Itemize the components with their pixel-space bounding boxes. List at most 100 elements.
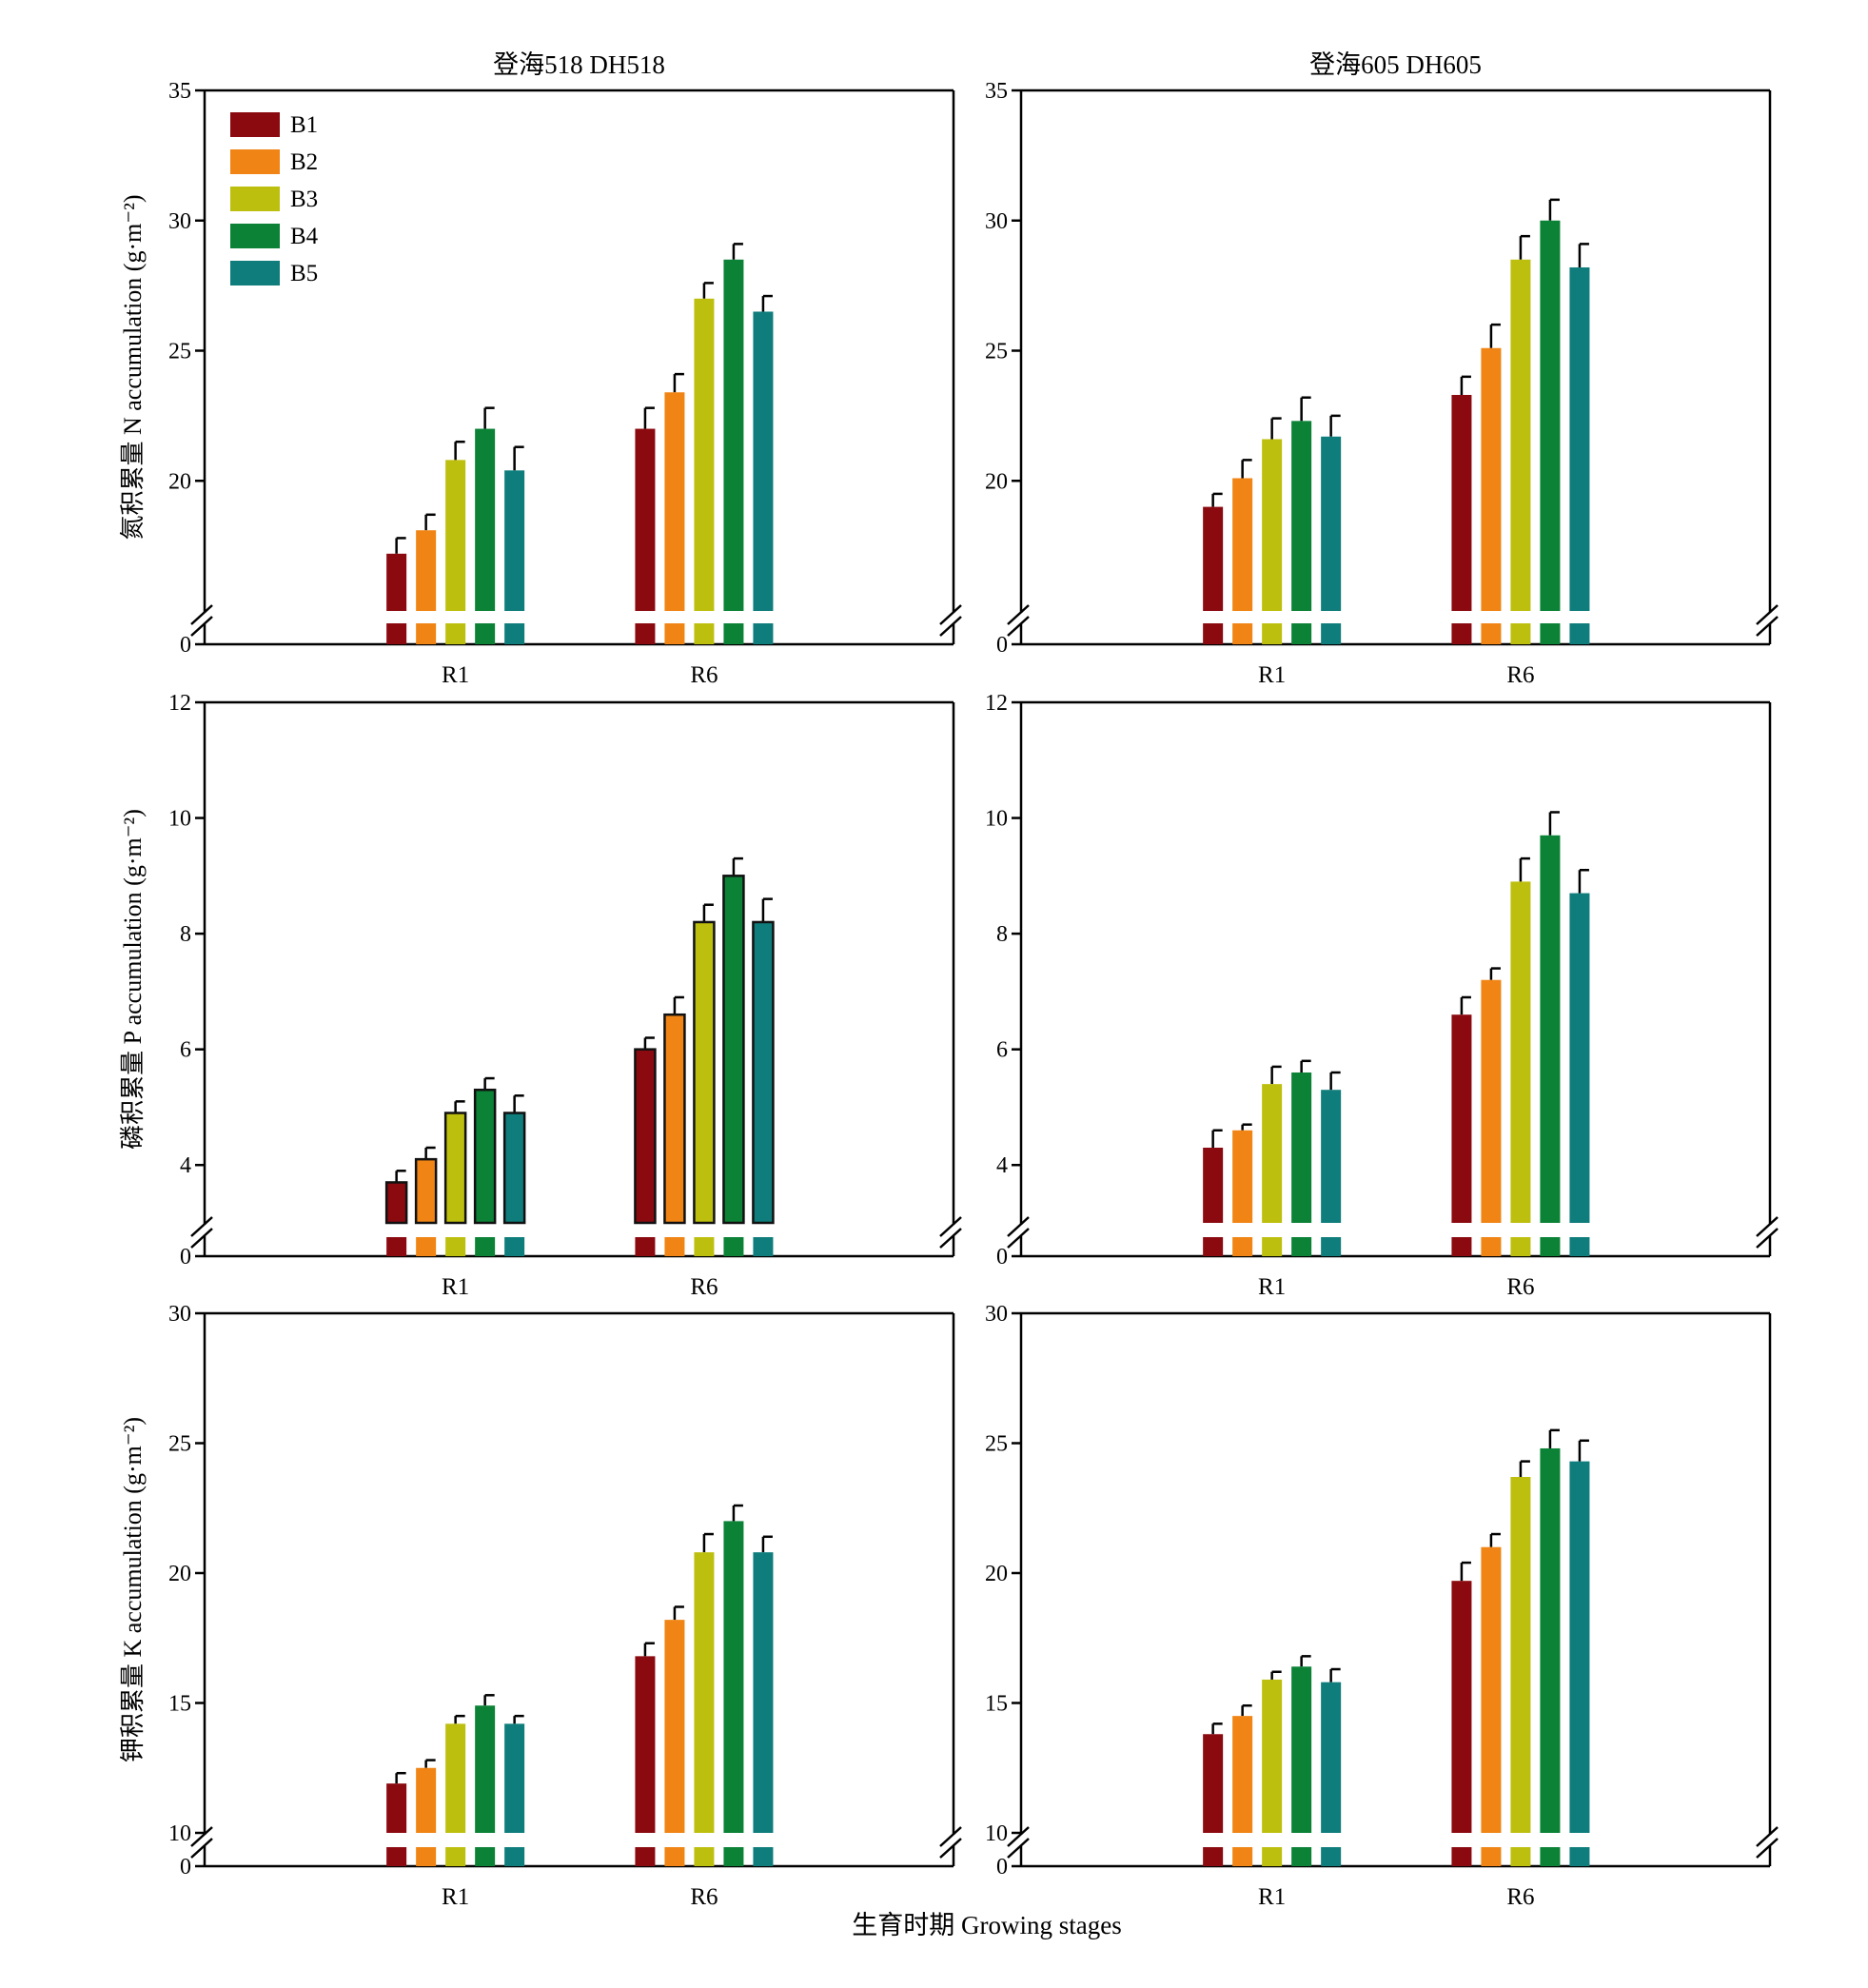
bar-b4-r1: [475, 1705, 496, 1833]
axis-break-mark-left-upper: [1007, 1216, 1030, 1237]
bar-stub-b1-r6: [1451, 623, 1472, 644]
bar-stub-b5-r1: [1321, 1237, 1342, 1256]
bar-stub-b5-r6: [1569, 623, 1590, 644]
axis-break-mark-left-lower: [1007, 1228, 1030, 1249]
bar-b1-r1: [386, 553, 407, 611]
bar-b5-r1: [1321, 1682, 1342, 1833]
bar-b5-r1: [504, 1723, 525, 1833]
bar-b4-r1: [1291, 421, 1312, 611]
chart-panel-5: 0 10 15 20 25 30 R1 R6 钾积累量 K accumulation (g·m⁻…: [119, 1302, 962, 1910]
bar-b1-r1: [1203, 1147, 1224, 1223]
bar-b3-r6: [694, 298, 715, 611]
legend-label-b2: B2: [290, 149, 318, 175]
chart-panel-1: 0 20 25 30 35 R1 R6 登海518 DH518 氮积累量 N accumulat…: [119, 50, 962, 688]
y-tick-label: 10: [168, 807, 191, 832]
bar-stub-b3-r6: [694, 623, 715, 644]
axis-break-mark-left-upper: [1007, 1826, 1030, 1847]
bar-stub-b5-r6: [1569, 1847, 1590, 1866]
panel-title: 登海518 DH518: [493, 50, 665, 79]
bar-stub-b4-r6: [1540, 1237, 1561, 1256]
bar-b4-r1: [1291, 1666, 1312, 1833]
y-tick-label: 0: [180, 633, 191, 658]
bar-b5-r6: [753, 311, 774, 611]
bar-b4-r6: [1540, 1447, 1561, 1833]
bar-b5-r6: [753, 1552, 774, 1833]
bar-stub-b5-r6: [753, 623, 774, 644]
panel-title: 登海605 DH605: [1309, 50, 1482, 79]
bar-b1-r1: [1203, 1734, 1224, 1833]
x-tick-label: R1: [1258, 1274, 1286, 1300]
x-tick-label: R6: [1506, 1884, 1534, 1910]
bar-b5-r6: [752, 920, 775, 1225]
bar-b5-r1: [1321, 436, 1342, 611]
bar-stub-b4-r1: [1291, 1237, 1312, 1256]
bar-b2-r1: [1232, 1130, 1253, 1223]
y-tick-label: 8: [996, 922, 1008, 947]
bar-b1-r6: [635, 428, 656, 611]
bar-b3-r1: [445, 1723, 466, 1833]
bar-b3-r6: [693, 920, 716, 1225]
bar-stub-b3-r1: [1262, 1847, 1283, 1866]
legend-label-b3: B3: [290, 187, 318, 212]
y-tick-label: 20: [985, 1562, 1008, 1586]
y-tick-label: 10: [985, 807, 1008, 832]
legend-swatch-b5: [230, 261, 280, 285]
bar-b3-r1: [1262, 439, 1283, 611]
y-tick-label: 12: [168, 691, 191, 716]
y-tick-label: 30: [168, 209, 191, 234]
bar-b2-r1: [416, 1767, 437, 1833]
axis-break-mark-right-upper: [1756, 1826, 1779, 1847]
bar-stub-b4-r6: [723, 623, 744, 644]
y-tick-label: 20: [985, 469, 1008, 494]
bar-stub-b4-r1: [475, 1237, 496, 1256]
x-tick-label: R6: [690, 1274, 718, 1300]
bar-stub-b2-r6: [664, 1237, 685, 1256]
bar-stub-b3-r6: [694, 1237, 715, 1256]
bar-stub-b2-r6: [1481, 1237, 1502, 1256]
bar-stub-b2-r6: [1481, 1847, 1502, 1866]
bar-stub-b5-r6: [753, 1237, 774, 1256]
bar-b2-r1: [416, 530, 437, 611]
bar-b3-r6: [1510, 881, 1531, 1223]
y-tick-label: 6: [180, 1038, 191, 1063]
y-tick-label: 4: [180, 1153, 191, 1178]
bar-stub-b5-r1: [1321, 623, 1342, 644]
bar-b5-r6: [1569, 893, 1590, 1223]
bar-stub-b2-r1: [416, 1237, 437, 1256]
y-tick-label: 20: [168, 1562, 191, 1586]
bar-stub-b1-r1: [386, 623, 407, 644]
x-tick-label: R1: [1258, 662, 1286, 688]
bar-b4-r6: [1540, 835, 1561, 1223]
bar-stub-b3-r1: [445, 623, 466, 644]
bar-b4-r6: [723, 259, 744, 611]
bar-stub-b2-r1: [416, 1847, 437, 1866]
bar-stub-b3-r6: [1510, 623, 1531, 644]
legend-label-b4: B4: [290, 224, 319, 249]
chart-panel-4: 0 4 6 8 10 12 R1 R6: [985, 691, 1779, 1300]
axis-break-mark-right-lower: [1756, 1228, 1779, 1249]
legend-swatch-b4: [230, 224, 280, 248]
axis-break-mark-right-lower: [939, 1838, 962, 1859]
y-tick-label: 0: [180, 1855, 191, 1880]
y-tick-label: 0: [180, 1245, 191, 1270]
y-tick-label: 30: [985, 209, 1008, 234]
y-tick-label: 35: [985, 79, 1008, 104]
bar-b1-r6: [1451, 1581, 1472, 1833]
bar-stub-b3-r6: [694, 1847, 715, 1866]
bar-b4-r1: [473, 1088, 497, 1225]
axis-break-mark-right-upper: [939, 604, 962, 625]
bar-stub-b5-r1: [504, 1847, 525, 1866]
bar-stub-b5-r1: [1321, 1847, 1342, 1866]
bar-b1-r1: [386, 1783, 407, 1833]
bar-stub-b3-r1: [1262, 623, 1283, 644]
bar-b3-r1: [443, 1112, 467, 1225]
bar-stub-b3-r1: [445, 1847, 466, 1866]
bar-stub-b1-r6: [635, 1847, 656, 1866]
bar-b1-r6: [634, 1048, 657, 1225]
bar-stub-b4-r1: [475, 623, 496, 644]
bar-stub-b2-r1: [1232, 1847, 1253, 1866]
x-tick-label: R6: [690, 662, 718, 688]
x-tick-label: R1: [442, 1274, 469, 1300]
